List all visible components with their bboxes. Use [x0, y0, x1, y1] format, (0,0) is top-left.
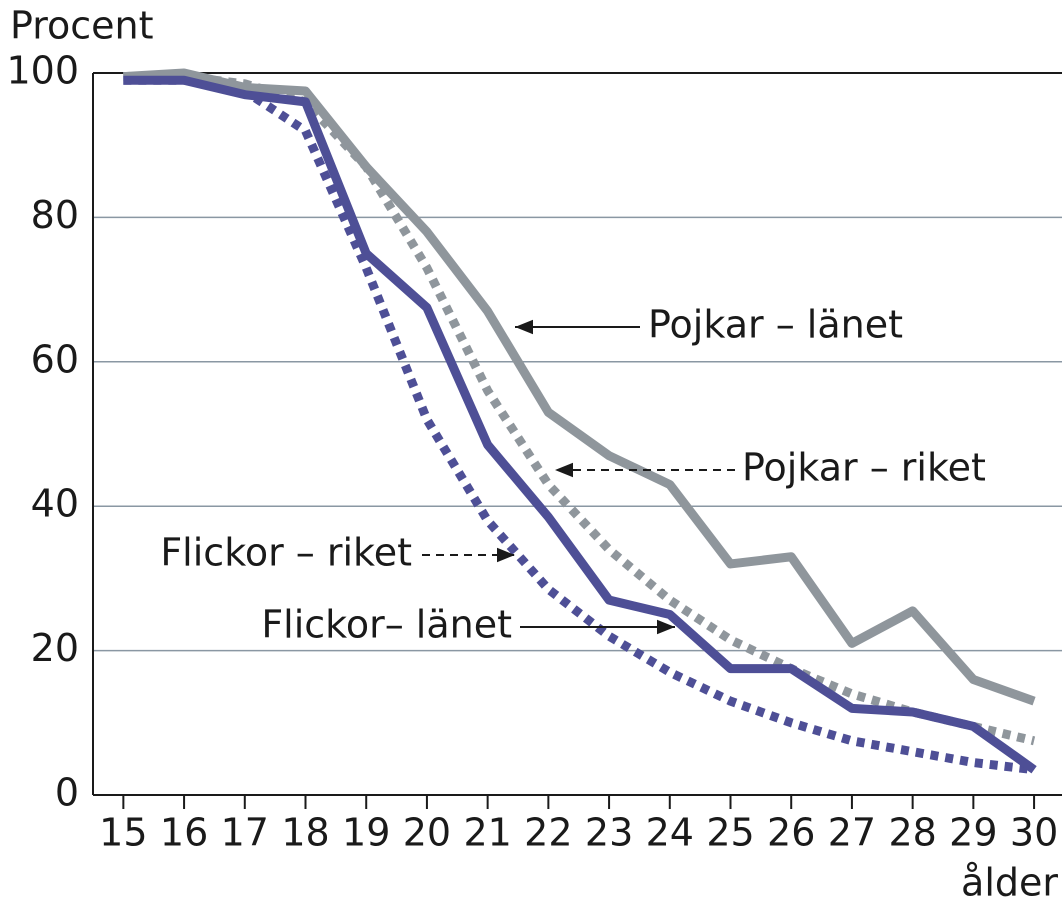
y-tick-label: 0: [55, 771, 79, 815]
x-tick-label: 22: [524, 811, 572, 855]
x-tick-label: 30: [1010, 811, 1058, 855]
x-tick-label: 16: [160, 811, 208, 855]
x-tick-label: 23: [585, 811, 633, 855]
y-tick-label: 80: [31, 193, 79, 237]
series-label: Flickor – riket: [160, 531, 412, 575]
x-tick-label: 21: [463, 811, 511, 855]
series-label: Pojkar – riket: [742, 446, 986, 490]
y-tick-label: 40: [31, 482, 79, 526]
series-line: [123, 68, 1036, 706]
y-tick-label: 60: [31, 337, 79, 381]
x-tick-label: 25: [706, 811, 754, 855]
x-tick-label: 20: [403, 811, 451, 855]
x-tick-label: 18: [281, 811, 329, 855]
series-line: [123, 75, 1035, 775]
x-tick-label: 17: [221, 811, 269, 855]
y-tick-label: 100: [6, 49, 79, 93]
x-tick-label: 15: [99, 811, 147, 855]
x-axis-label: ålder: [961, 861, 1058, 903]
x-tick-label: 26: [767, 811, 815, 855]
y-axis-label: Procent: [10, 4, 154, 48]
series-label: Pojkar – länet: [648, 303, 903, 347]
x-tick-label: 28: [888, 811, 936, 855]
series-line: [123, 72, 1036, 746]
y-tick-label: 20: [31, 626, 79, 670]
series-line: [123, 75, 1037, 774]
x-tick-label: 29: [949, 811, 997, 855]
x-tick-label: 19: [342, 811, 390, 855]
x-tick-label: 24: [646, 811, 694, 855]
x-tick-label: 27: [828, 811, 876, 855]
series-label: Flickor– länet: [261, 603, 512, 647]
